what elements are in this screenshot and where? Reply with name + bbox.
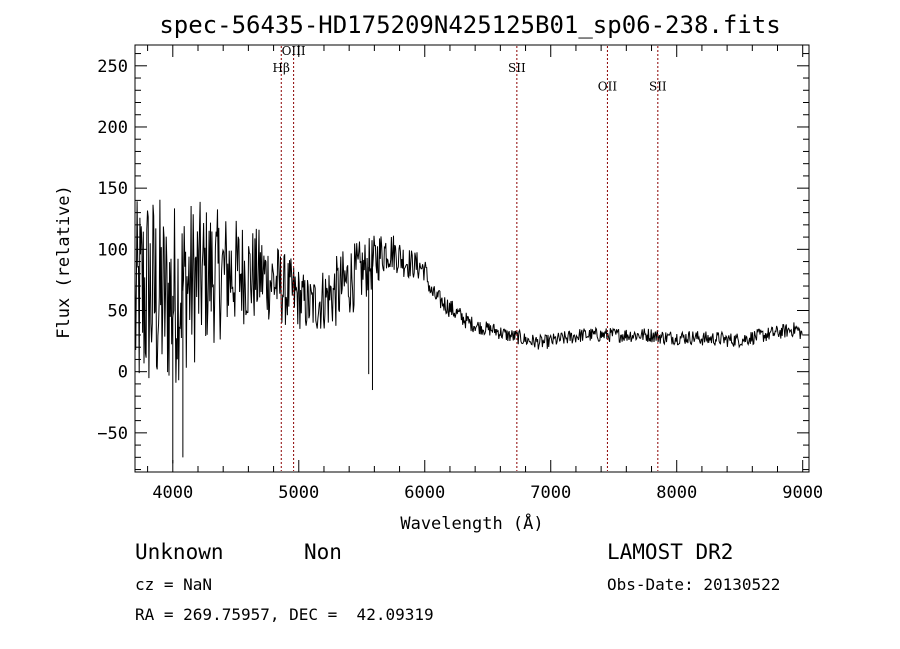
survey-label: LAMOST DR2 [607,540,733,564]
emission-line-markers: Hβ OIII SII OII SII [273,44,667,471]
coordinates-text: RA = 269.75957, DEC = 42.09319 [135,605,434,624]
x-tick-label: 7000 [530,483,571,503]
x-tick-label: 6000 [404,483,445,503]
x-tick-label: 9000 [782,483,823,503]
y-tick-label: 100 [97,240,128,260]
y-tick-label: 0 [118,363,128,383]
axis-ticks [135,45,809,472]
x-axis-label: Wavelength (Å) [400,512,543,534]
redshift-text: cz = NaN [135,575,212,594]
y-tick-label: 150 [97,179,128,199]
y-tick-label: 200 [97,118,128,138]
spectrum-line [134,199,803,383]
subclass-label: Non [304,540,342,564]
line-marker-label: OII [598,79,618,93]
line-marker-label: OIII [282,44,306,58]
obs-date-text: Obs-Date: 20130522 [607,575,780,594]
x-tick-label: 8000 [656,483,697,503]
class-label: Unknown [135,540,224,564]
y-tick-label: 250 [97,57,128,77]
x-tick-label: 5000 [278,483,319,503]
y-tick-label: 50 [108,301,128,321]
y-tick-labels: −50 0 50 100 150 200 250 [97,57,128,444]
y-tick-label: −50 [97,424,128,444]
line-marker-label: SII [649,79,667,93]
x-tick-labels: 4000 5000 6000 7000 8000 9000 [152,483,823,503]
spectrum-series [134,199,803,464]
plot-frame [134,44,810,473]
plot-title: spec-56435-HD175209N425125B01_sp06-238.f… [159,11,780,39]
line-marker-label: Hβ [273,61,290,75]
line-marker-label: SII [508,61,526,75]
x-tick-label: 4000 [152,483,193,503]
y-axis-label: Flux (relative) [54,185,74,339]
